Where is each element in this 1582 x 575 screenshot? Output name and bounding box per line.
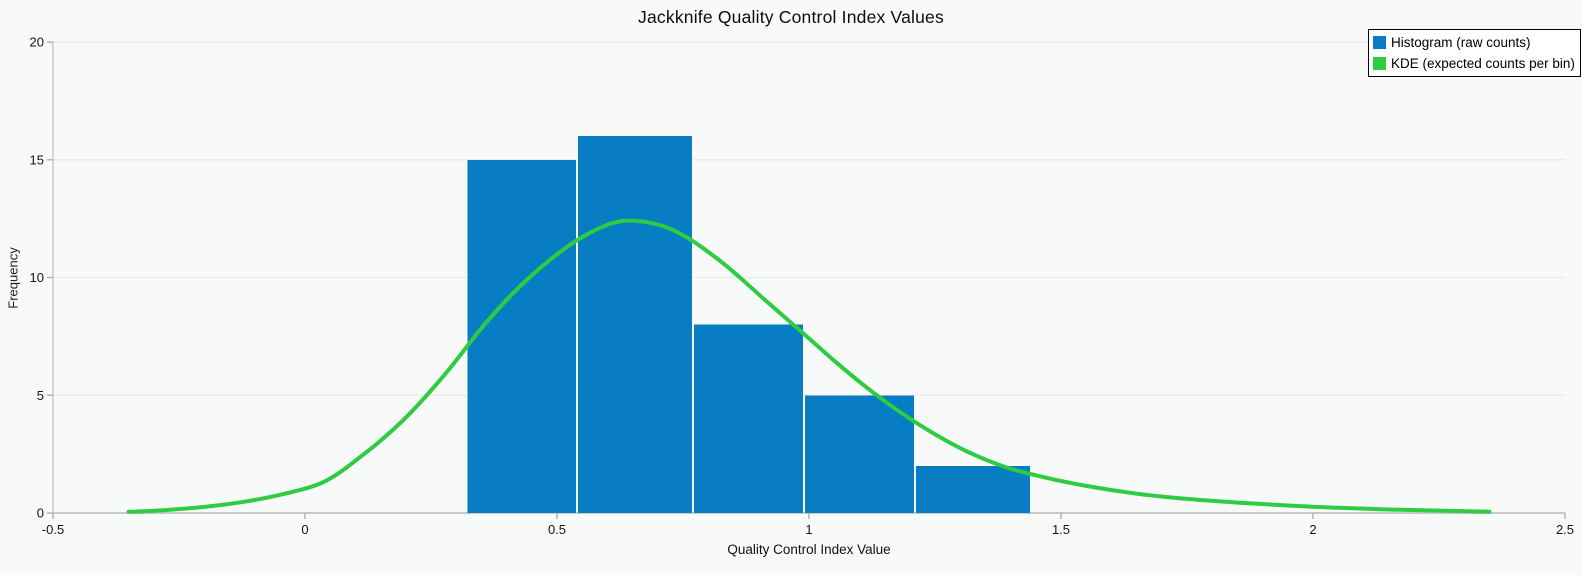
y-tick-label: 20 — [30, 35, 44, 50]
x-tick-label: 2.5 — [1556, 522, 1574, 537]
legend-label-histogram: Histogram (raw counts) — [1391, 35, 1531, 50]
x-axis-title: Quality Control Index Value — [727, 542, 891, 557]
histogram-bar[interactable] — [915, 465, 1030, 513]
x-tick-label: 1 — [805, 522, 812, 537]
histogram-bar[interactable] — [694, 324, 803, 513]
legend-item-histogram[interactable]: Histogram (raw counts) — [1373, 33, 1575, 52]
kde-swatch-icon — [1373, 57, 1386, 70]
legend: Histogram (raw counts) KDE (expected cou… — [1368, 29, 1581, 77]
y-tick-label: 5 — [37, 388, 44, 403]
chart-title: Jackknife Quality Control Index Values — [638, 7, 944, 27]
x-tick-label: -0.5 — [42, 522, 64, 537]
x-tick-label: 0 — [301, 522, 308, 537]
histogram-bar[interactable] — [804, 395, 914, 513]
y-tick-label: 15 — [30, 152, 44, 167]
x-tick-label: 1.5 — [1052, 522, 1070, 537]
legend-label-kde: KDE (expected counts per bin) — [1391, 56, 1575, 71]
kde-curve[interactable] — [126, 218, 1492, 514]
histogram-bar[interactable] — [467, 159, 577, 513]
x-tick-label: 0.5 — [548, 522, 566, 537]
histogram-swatch-icon — [1373, 36, 1386, 49]
legend-item-kde[interactable]: KDE (expected counts per bin) — [1373, 54, 1575, 73]
x-tick-label: 2 — [1309, 522, 1316, 537]
y-tick-label: 0 — [37, 506, 44, 521]
histogram-bar[interactable] — [578, 136, 693, 513]
y-tick-label: 10 — [30, 270, 44, 285]
